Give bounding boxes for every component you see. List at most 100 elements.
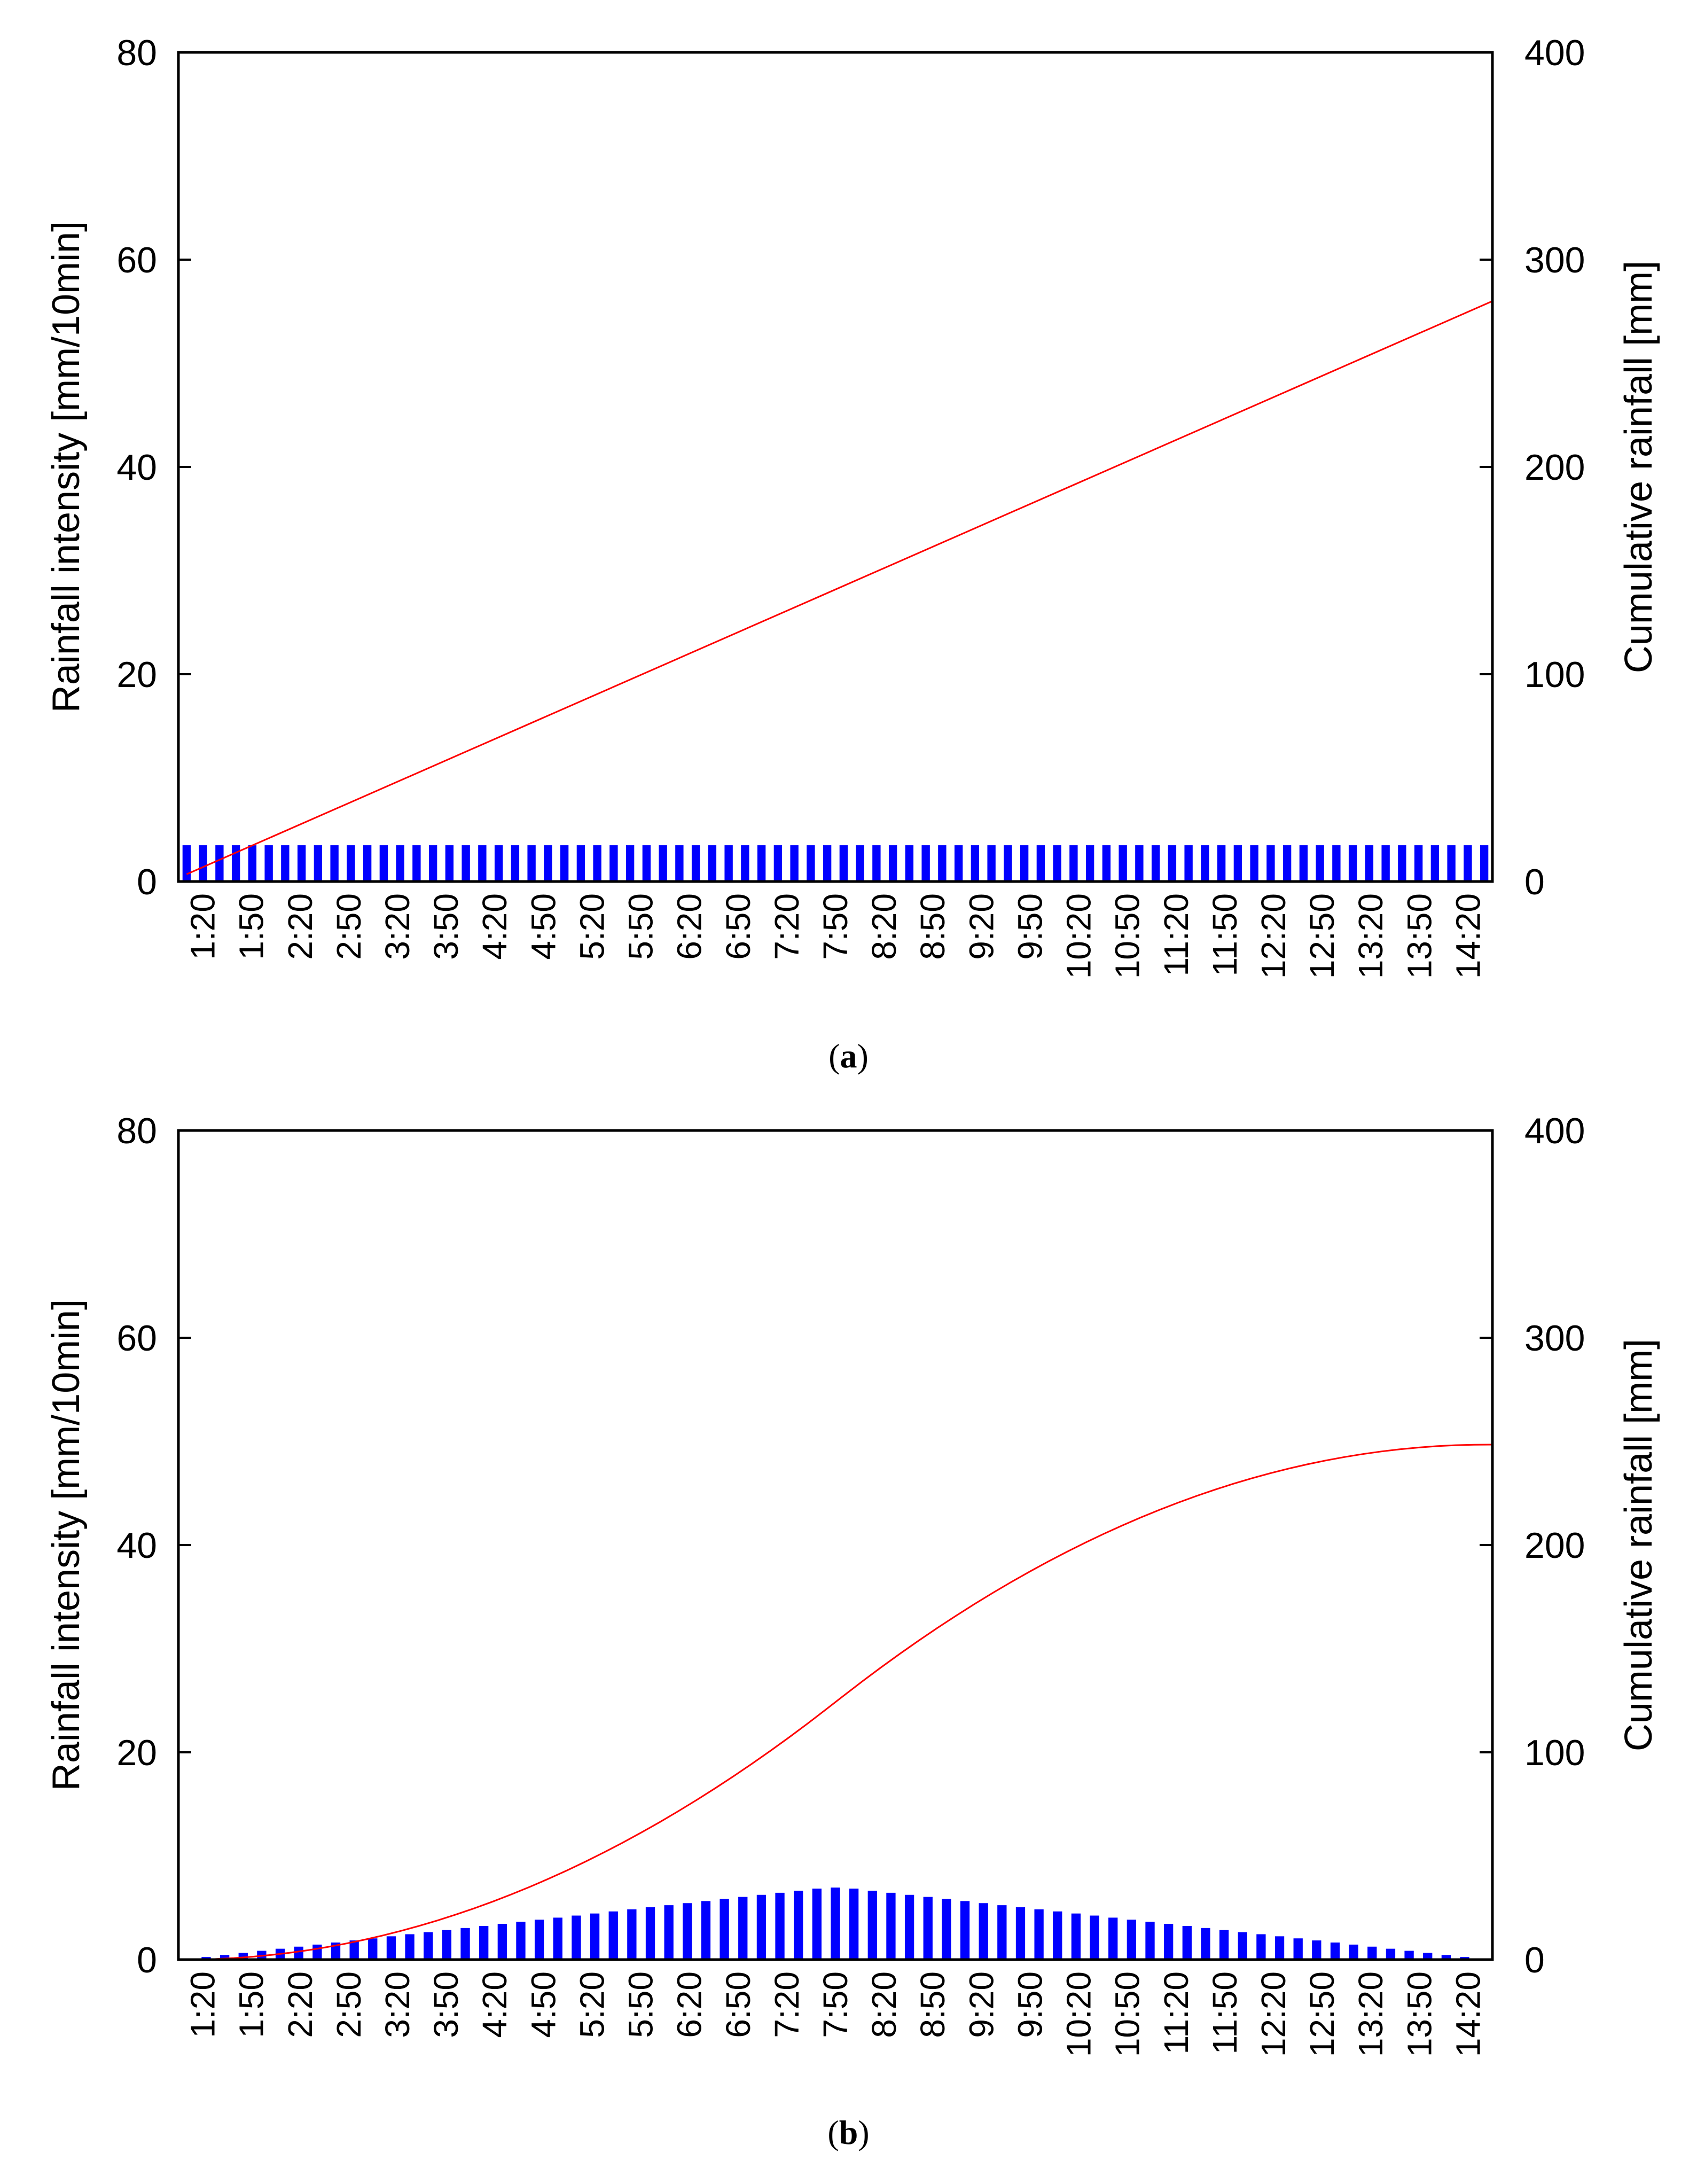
bar-rainfall-intensity bbox=[1430, 845, 1440, 882]
bar-rainfall-intensity bbox=[593, 845, 601, 882]
bar-rainfall-intensity bbox=[683, 1903, 692, 1960]
chart-panel-a: 0 20 40 60 80 0 100 200 300 400 Rainfall intensity… bbox=[45, 33, 1660, 979]
bar-rainfall-intensity bbox=[347, 845, 355, 882]
right-axis-tick-label: 400 bbox=[1524, 33, 1585, 73]
x-axis-tick-label: 3:50 bbox=[427, 1971, 465, 2038]
left-axis-tick-label: 0 bbox=[137, 1940, 157, 1980]
bar-rainfall-intensity bbox=[462, 845, 470, 882]
bar-rainfall-intensity bbox=[379, 845, 388, 882]
bar-rainfall-intensity bbox=[645, 1907, 655, 1960]
x-axis-tick-label: 10:50 bbox=[1108, 1971, 1147, 2057]
bar-rainfall-intensity bbox=[886, 1892, 896, 1960]
bar-rainfall-intensity bbox=[294, 1946, 303, 1960]
x-axis-tick-label: 4:50 bbox=[524, 1971, 562, 2038]
bar-rainfall-intensity bbox=[297, 845, 306, 882]
bar-rainfall-intensity bbox=[738, 1897, 748, 1960]
bar-rainfall-intensity bbox=[445, 845, 454, 882]
bar-rainfall-intensity bbox=[888, 845, 897, 882]
bar-rainfall-intensity bbox=[1015, 1907, 1026, 1960]
right-axis-tick-label: 300 bbox=[1524, 1318, 1585, 1359]
bar-rainfall-intensity bbox=[1034, 1909, 1044, 1960]
right-axis-title: Cumulative rainfall [mm] bbox=[1617, 1339, 1660, 1751]
bar-rainfall-intensity bbox=[905, 845, 914, 882]
bar-rainfall-intensity bbox=[1053, 845, 1061, 882]
bar-rainfall-intensity bbox=[527, 845, 536, 882]
bar-rainfall-intensity bbox=[1398, 845, 1406, 882]
bar-rainfall-intensity bbox=[590, 1913, 600, 1960]
left-axis-title: Rainfall intensity [mm/10min] bbox=[45, 1299, 88, 1791]
bar-rainfall-intensity bbox=[442, 1930, 452, 1960]
x-axis-tick-label: 4:20 bbox=[475, 1971, 514, 2038]
bar-rainfall-intensity bbox=[1108, 1917, 1118, 1960]
plot-frame bbox=[177, 1129, 1494, 1961]
x-axis-tick-label: 5:20 bbox=[573, 1971, 611, 2038]
x-axis-tick-label: 3:50 bbox=[427, 893, 465, 960]
bar-rainfall-intensity bbox=[1423, 1953, 1433, 1960]
bar-rainfall-intensity bbox=[1266, 845, 1275, 882]
x-axis-tick-label: 5:50 bbox=[622, 1971, 660, 2038]
plot-frame bbox=[177, 51, 1494, 883]
bar-rainfall-intensity bbox=[1135, 845, 1144, 882]
bar-rainfall-intensity bbox=[314, 845, 323, 882]
bar-rainfall-intensity bbox=[659, 845, 667, 882]
bar-rainfall-intensity bbox=[942, 1899, 951, 1960]
left-axis-tick-label: 40 bbox=[116, 447, 157, 488]
bar-rainfall-intensity bbox=[215, 845, 224, 882]
x-axis-tick-label: 3:20 bbox=[378, 893, 417, 960]
x-axis-tick-label: 8:20 bbox=[865, 1971, 903, 2038]
bar-rainfall-intensity bbox=[1151, 845, 1160, 882]
bar-rainfall-intensity bbox=[812, 1889, 822, 1960]
line-cumulative-rainfall bbox=[178, 1444, 1493, 1961]
x-axis-tick-label: 9:20 bbox=[962, 1971, 1000, 2038]
bar-rainfall-intensity bbox=[1274, 1936, 1285, 1960]
bar-rainfall-intensity bbox=[1414, 845, 1423, 882]
bar-rainfall-intensity bbox=[1053, 1911, 1062, 1960]
bar-rainfall-intensity bbox=[960, 1901, 970, 1960]
bar-rainfall-intensity bbox=[560, 845, 569, 882]
bar-rainfall-intensity bbox=[1256, 1934, 1266, 1960]
x-axis-tick-label: 10:50 bbox=[1108, 893, 1147, 979]
chart-panel-b: 0 20 40 60 80 0 100 200 300 400 Rainfall intensity… bbox=[45, 1111, 1660, 2057]
x-axis-tick-label: 12:20 bbox=[1254, 893, 1293, 979]
bar-rainfall-intensity bbox=[1480, 845, 1489, 882]
bar-rainfall-intensity bbox=[1164, 1924, 1174, 1960]
bar-rainfall-intensity bbox=[1184, 845, 1193, 882]
bar-rainfall-intensity bbox=[1441, 1955, 1451, 1960]
bar-rainfall-intensity bbox=[396, 845, 404, 882]
left-axis-tick-label: 40 bbox=[116, 1525, 157, 1566]
bar-rainfall-intensity bbox=[938, 845, 947, 882]
bar-rainfall-intensity bbox=[775, 1892, 785, 1960]
bar-rainfall-intensity bbox=[675, 845, 684, 882]
right-axis-tick-label: 0 bbox=[1524, 862, 1545, 902]
x-axis-tick-label: 10:20 bbox=[1060, 893, 1098, 979]
bar-rainfall-intensity bbox=[773, 845, 783, 882]
bar-rainfall-intensity bbox=[1069, 845, 1078, 882]
x-axis-tick-label: 4:50 bbox=[524, 893, 562, 960]
bar-rainfall-intensity bbox=[1219, 1930, 1229, 1960]
right-axis-tick-label: 100 bbox=[1524, 654, 1585, 695]
bar-rainfall-intensity bbox=[849, 1889, 859, 1960]
bar-rainfall-intensity bbox=[1312, 1940, 1321, 1960]
bar-rainfall-intensity bbox=[1004, 845, 1012, 882]
bar-rainfall-intensity bbox=[1168, 845, 1177, 882]
bar-rainfall-intensity bbox=[625, 845, 635, 882]
x-axis-tick-label: 13:50 bbox=[1400, 893, 1438, 979]
x-axis-tick-label: 11:50 bbox=[1206, 1971, 1244, 2054]
bar-rainfall-intensity bbox=[1182, 1925, 1192, 1960]
bar-rainfall-intensity bbox=[1332, 845, 1341, 882]
x-axis-tick-label: 1:20 bbox=[184, 893, 222, 960]
x-axis-tick-label: 1:20 bbox=[184, 1971, 222, 2038]
x-axis-tick-label: 2:20 bbox=[281, 1971, 319, 2038]
bar-rainfall-intensity bbox=[412, 845, 421, 882]
bar-rainfall-intensity bbox=[609, 845, 618, 882]
bar-rainfall-intensity bbox=[248, 845, 257, 882]
right-axis-title: Cumulative rainfall [mm] bbox=[1617, 261, 1660, 673]
bar-rainfall-intensity bbox=[979, 1903, 988, 1960]
bar-rainfall-intensity bbox=[1201, 845, 1209, 882]
x-axis-tick-label: 11:20 bbox=[1157, 1971, 1195, 2054]
x-axis-tick-label: 7:20 bbox=[768, 893, 806, 960]
bar-rainfall-intensity bbox=[1102, 845, 1111, 882]
right-axis-tick-label: 300 bbox=[1524, 240, 1585, 280]
panel-caption-a: (a) bbox=[828, 1037, 869, 1075]
